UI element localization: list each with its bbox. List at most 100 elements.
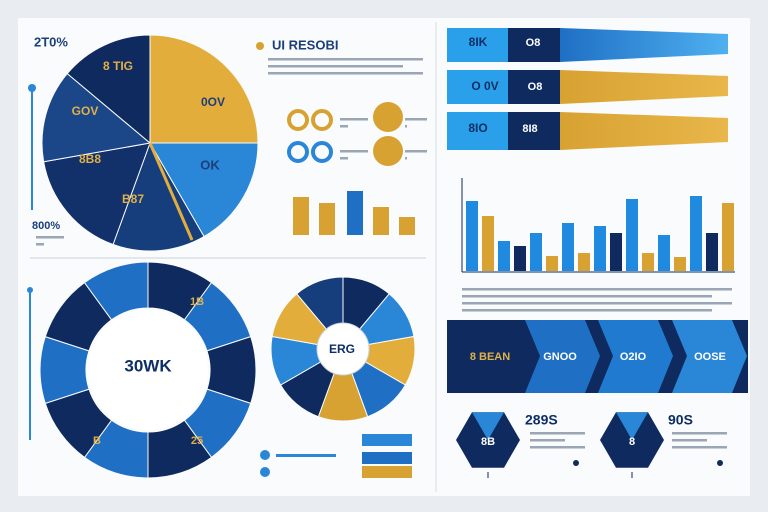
banner-tab (447, 28, 508, 62)
chevron (525, 320, 600, 393)
badge (373, 136, 403, 166)
text-line (268, 72, 423, 75)
pie-label: OK (200, 157, 220, 172)
text-line (462, 309, 712, 312)
dot (28, 84, 36, 92)
band-label: GNOO (543, 351, 577, 363)
bar (498, 241, 510, 271)
ribbon (560, 70, 728, 104)
dot (27, 287, 33, 293)
text-line (340, 125, 348, 128)
segment (149, 142, 259, 238)
banner-dark (508, 70, 560, 104)
pie-label: 8B8 (79, 152, 101, 166)
text-line (340, 157, 348, 160)
pie-label: GOV (72, 104, 99, 118)
bar (594, 226, 606, 271)
ring (311, 141, 333, 163)
donut-center: 30WK (124, 356, 172, 375)
donut-hole (88, 310, 208, 430)
segment (149, 34, 259, 144)
hex-stat: 90S (668, 412, 693, 428)
dot (717, 460, 723, 466)
segment (83, 261, 149, 321)
dot (260, 467, 270, 477)
pie-label: 8 TIG (103, 59, 133, 73)
bar (373, 207, 389, 235)
banner-label: O 0V (471, 79, 498, 93)
banner-label: O8 (528, 81, 543, 93)
segment (43, 142, 151, 246)
chip (362, 434, 412, 446)
banner-dark (508, 112, 560, 150)
segment (112, 141, 205, 252)
text-line (36, 243, 44, 246)
text-line (530, 446, 585, 449)
bar (293, 197, 309, 235)
dot (573, 460, 579, 466)
bar (642, 253, 654, 271)
banner-label: 8IK (469, 35, 488, 49)
bar (562, 223, 574, 271)
text-line (340, 118, 368, 121)
line-bar (276, 454, 336, 457)
text-line (462, 302, 732, 305)
ribbon (560, 28, 728, 62)
segment (41, 72, 152, 163)
text-line (405, 125, 407, 128)
hex-stat: 289S (525, 412, 558, 428)
pie-label: 0OV (201, 95, 225, 109)
bar (626, 199, 638, 271)
bar (722, 203, 734, 271)
text-line (530, 439, 565, 442)
text-line (672, 432, 727, 435)
banner-tab (447, 112, 508, 150)
text-line (405, 150, 427, 153)
hex-label: 8B (481, 436, 495, 448)
bar (706, 233, 718, 271)
text-line (530, 432, 585, 435)
text-line (462, 295, 712, 298)
banner-dark (508, 28, 560, 62)
title: UI RESOBI (272, 37, 338, 52)
bar (482, 216, 494, 271)
bar (530, 233, 542, 271)
text-line (672, 439, 707, 442)
pie-center-disc (316, 322, 370, 376)
text-line (462, 288, 732, 291)
text-line (672, 446, 727, 449)
bar (578, 253, 590, 271)
banner-label: O8 (526, 37, 541, 49)
hex-facet (616, 412, 648, 440)
banner-label: 8IO (468, 121, 487, 135)
ring (287, 141, 309, 163)
bar (610, 233, 622, 271)
hex-label: 8 (629, 436, 635, 448)
chevron (672, 320, 747, 393)
donut-label: 25 (191, 435, 203, 447)
band-label: OOSE (694, 351, 726, 363)
ribbon (560, 112, 728, 150)
chip (362, 466, 412, 478)
bar (319, 203, 335, 235)
text-line (268, 58, 423, 61)
ring (311, 109, 333, 131)
bar (514, 246, 526, 271)
bar (399, 217, 415, 235)
text-line (340, 150, 368, 153)
text-line (36, 236, 64, 239)
bar (466, 201, 478, 271)
bullet (256, 42, 264, 50)
bar (658, 235, 670, 271)
stat: 2T0% (34, 34, 68, 49)
donut-label: 1B (190, 296, 204, 308)
badge (373, 102, 403, 132)
bar (546, 256, 558, 271)
hex-facet (472, 412, 504, 440)
pointer (148, 142, 194, 241)
text-line (405, 118, 427, 121)
bar (690, 196, 702, 271)
banner-label: 8I8 (522, 123, 537, 135)
